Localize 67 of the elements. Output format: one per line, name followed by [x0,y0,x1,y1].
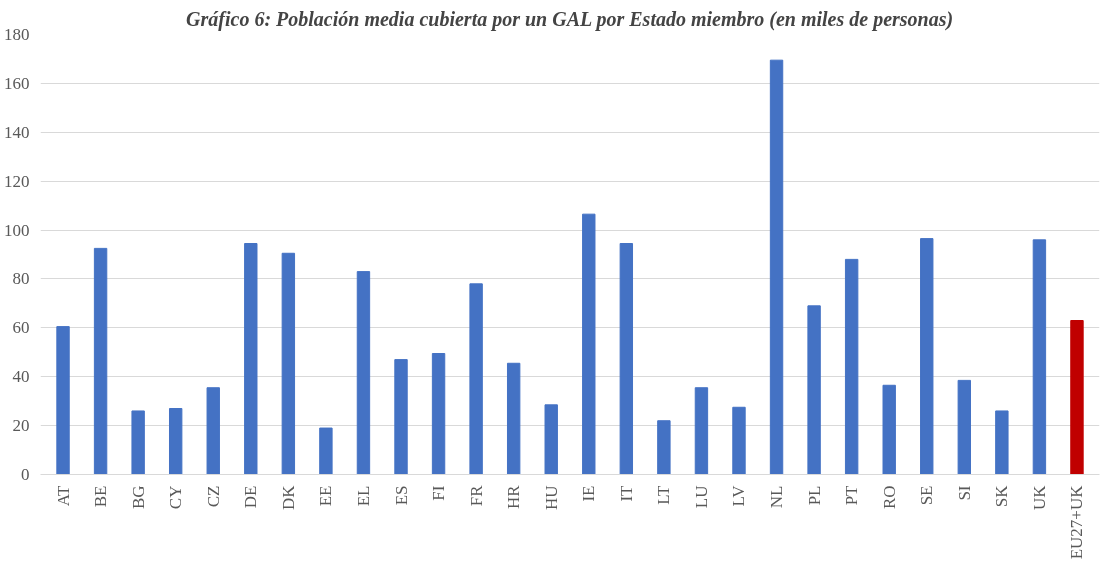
bar [1070,320,1084,475]
y-tick-label: 80 [12,269,30,289]
bar [93,247,108,475]
bar [769,59,784,475]
y-tick-label: 140 [4,122,30,142]
x-tick-label: PL [804,485,824,506]
bar [807,305,821,475]
x-tick-label: CZ [203,485,223,508]
bar [957,379,971,475]
bar [206,387,220,475]
bar [882,384,896,475]
bar [319,427,333,475]
x-tick-label: DK [278,484,298,511]
bar [619,243,634,475]
bar [544,404,558,475]
x-tick-label: FI [429,485,449,501]
x-tick-label: NL [767,485,787,509]
bar [694,387,709,475]
x-tick-label: LV [729,484,749,507]
x-tick-label: LU [691,485,711,509]
x-tick-label: IT [616,484,636,502]
chart-title: Gráfico 6: Población media cubierta por un GAL por Estado miembro (en miles de personas) [186,7,954,31]
bar [920,238,934,475]
x-tick-label: BG [128,485,148,510]
bar [356,271,371,475]
y-tick-label: 0 [21,465,30,484]
y-tick-label: 60 [12,318,30,338]
y-tick-label: 120 [4,171,30,191]
bar [169,408,183,475]
x-tick-label: FR [466,484,486,507]
x-tick-label: EU27+UK [1067,484,1087,560]
x-tick-label: HR [504,484,524,510]
bar [394,359,408,475]
x-tick-label: EL [353,485,373,507]
x-tick-label: ES [391,485,411,506]
bar [732,406,746,475]
x-tick-label: BE [91,485,111,508]
x-tick-label: UK [1029,484,1049,511]
bar [281,252,296,475]
bar [469,283,483,475]
y-tick-label: 20 [12,416,30,436]
x-tick-label: IE [579,485,599,502]
y-tick-label: 180 [4,25,30,44]
y-tick-label: 40 [12,367,30,387]
bar [431,353,446,475]
x-tick-label: LT [654,484,674,505]
bar [244,243,258,475]
x-tick-label: PT [842,484,862,506]
bar [1032,239,1047,475]
y-tick-label: 100 [4,220,30,240]
bar [56,326,70,475]
x-tick-label: HU [541,485,561,511]
bar [995,410,1009,475]
x-tick-label: EE [316,485,336,507]
x-tick-label: SI [954,485,974,501]
x-tick-label: RO [879,485,899,510]
x-tick-label: SE [917,485,937,506]
bar [506,362,521,475]
x-tick-label: AT [53,484,73,507]
bar [657,420,671,475]
bar [844,258,859,475]
bar [582,213,596,475]
x-tick-label: SK [992,484,1012,508]
x-tick-label: CY [166,485,186,510]
bar [131,410,145,475]
y-tick-label: 160 [4,73,30,93]
x-tick-label: DE [241,485,261,509]
